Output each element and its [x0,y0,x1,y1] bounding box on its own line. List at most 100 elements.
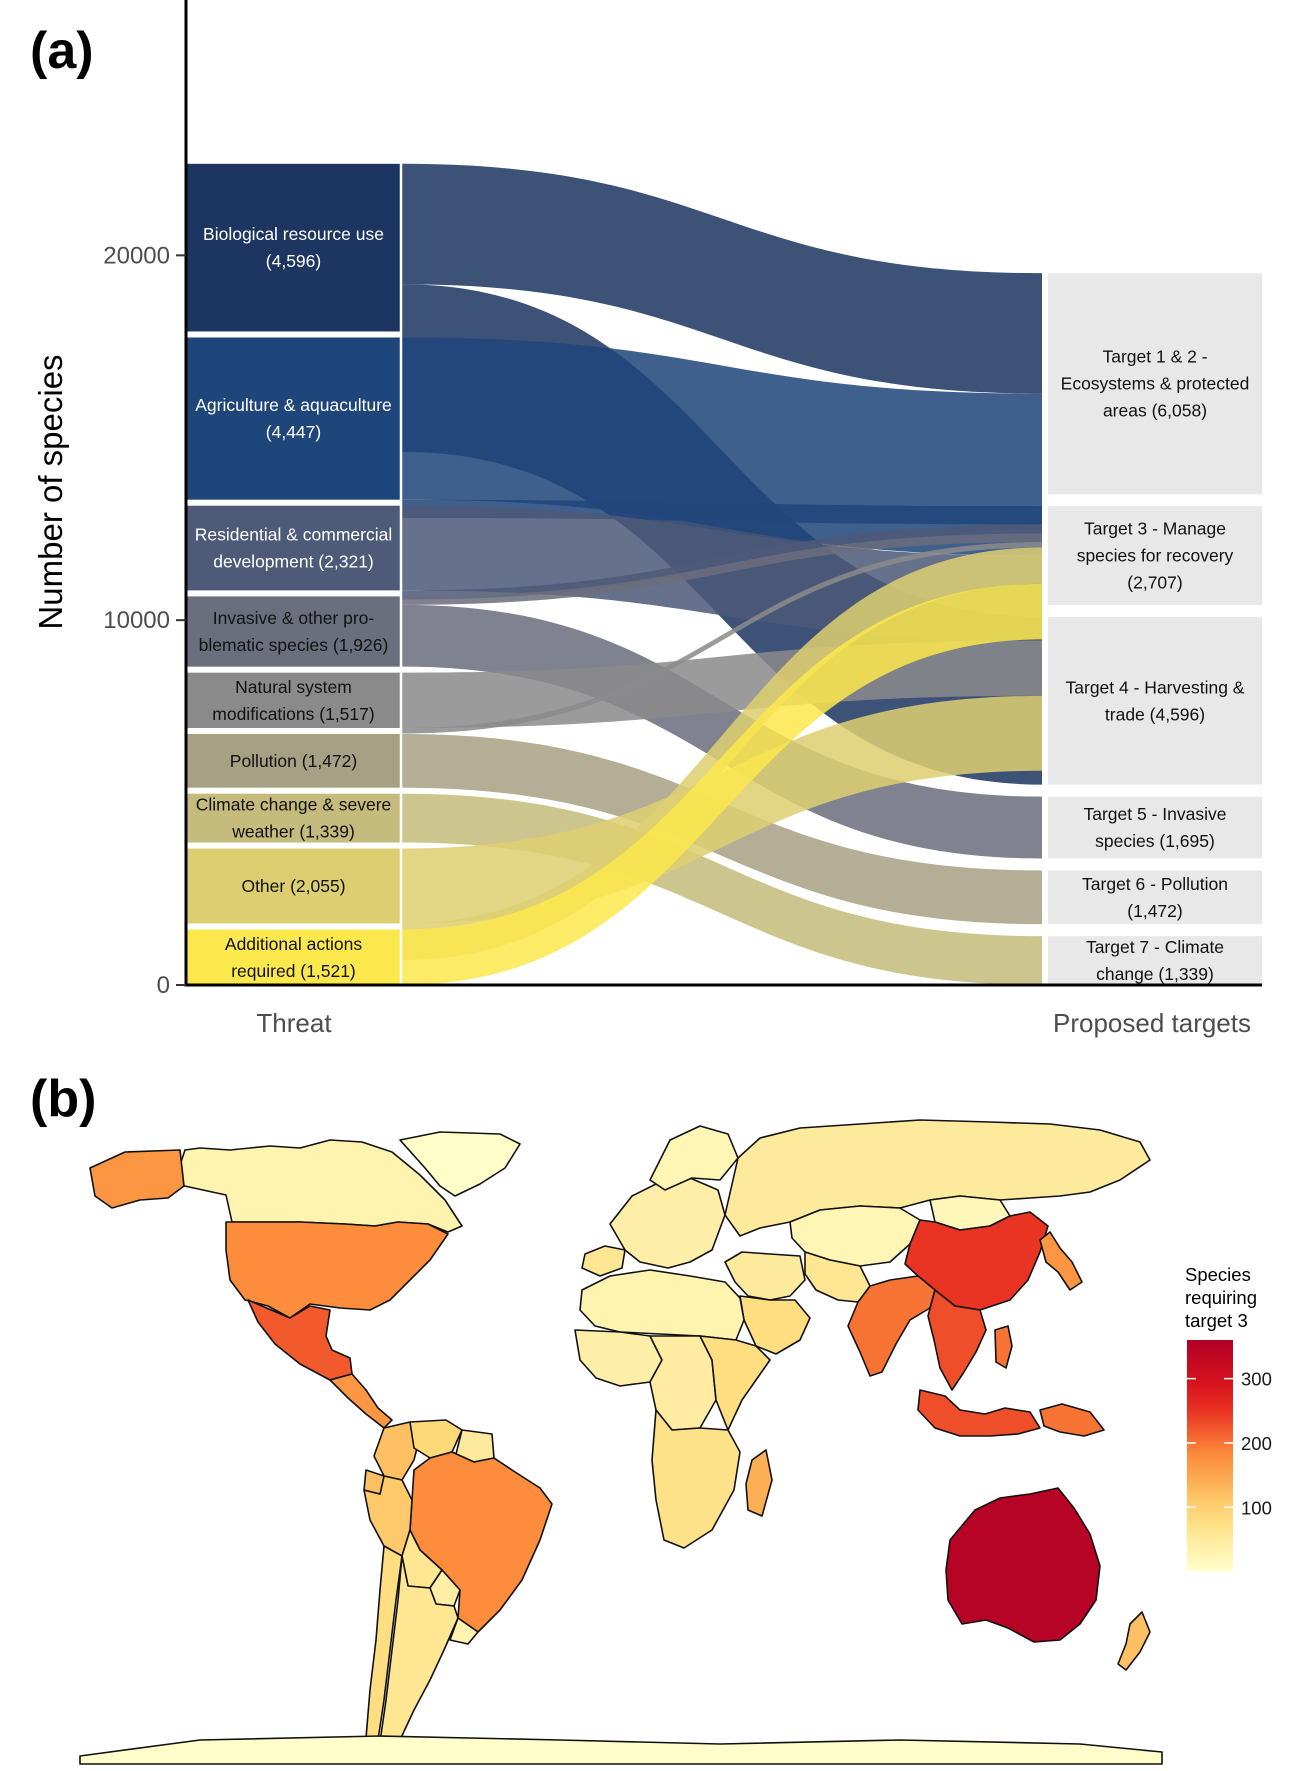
threat-label-biological-resource-use-1: Biological resource use [203,224,384,244]
threat-stratum-agriculture-aquaculture [187,337,400,500]
y-tick-label-0: 0 [157,972,170,999]
region-middle-east [724,1251,806,1301]
legend-tick-label-100: 100 [1241,1497,1272,1518]
region-mexico [247,1299,353,1381]
flow-additional-actions-to-target-1 [402,583,1042,985]
flow-layer [402,163,1042,985]
region-southern-africa [651,1409,741,1549]
threat-label-biological-resource-use-2: (4,596) [266,251,321,271]
threat-label-climate-change-severe-2: weather (1,339) [231,822,355,842]
region-new-guinea [1039,1403,1105,1437]
flow-invasive-other-pro-to-target-1 [402,533,1042,605]
target-label-1-2: Ecosystems & protected [1061,374,1250,394]
target-stratum-5 [1048,870,1262,925]
threat-label-pollution-1-472-1: Pollution (1,472) [230,751,357,771]
flow-biological-resource-use-to-target-0 [402,163,1042,394]
threat-label-agriculture-aquaculture-1: Agriculture & aquaculture [195,395,392,415]
y-axis: 0 10000 20000 [103,0,1262,999]
target-label-2-1: Target 3 - Manage [1084,519,1226,539]
region-east-africa [699,1335,771,1431]
threat-stratum-climate-change-severe [187,793,400,843]
y-axis-title: Number of species [32,354,69,629]
target-stratum-3 [1048,616,1262,785]
threat-label-residential-commercial-2: development (2,321) [213,552,374,572]
threat-stratum-invasive-other-pro [187,596,400,667]
threat-stratum-additional-actions [187,929,400,985]
target-label-6-2: change (1,339) [1096,964,1214,984]
region-north-africa [579,1269,745,1341]
threat-label-natural-system-1: Natural system [235,677,352,697]
target-label-6-1: Target 7 - Climate [1086,937,1224,957]
region-australia [945,1487,1101,1643]
target-label-3-2: trade (4,596) [1105,704,1205,724]
legend-tick-label-300: 300 [1241,1369,1272,1390]
alluvial-chart: Number of species Biological resource us… [32,0,1262,1038]
region-arabia [739,1295,811,1355]
region-europe [609,1177,726,1269]
region-argentina [379,1555,459,1743]
region-central-america [329,1373,393,1429]
region-india [847,1275,936,1377]
threat-label-additional-actions-1: Additional actions [225,934,362,954]
threat-label-climate-change-severe-1: Climate change & severe [196,795,392,815]
threat-label-additional-actions-2: required (1,521) [231,961,356,981]
target-label-2-3: (2,707) [1127,573,1182,593]
legend-tick-label-200: 200 [1241,1433,1272,1454]
threat-stratum-pollution-1-472 [187,733,400,788]
flow-residential-commercial-to-target-1 [402,524,1042,600]
color-legend: Species requiring target 3 100 200 300 [1185,1264,1272,1571]
region-ecuador [363,1469,385,1495]
threat-label-other-2-055-1: Other (2,055) [241,876,345,896]
region-west-africa [574,1329,663,1387]
region-kazakhstan-central-asia [789,1205,921,1267]
target-label-1-3: areas (6,058) [1103,401,1207,421]
strata-layer: Biological resource use (4,596) Agricultur… [187,0,1262,985]
region-pakistan-afghanistan [804,1251,871,1303]
region-new-zealand [1117,1611,1151,1671]
region-greenland [399,1131,521,1197]
target-stratum-4 [1048,796,1262,859]
region-iberia [581,1245,626,1277]
target-label-4-2: species (1,695) [1095,831,1215,851]
threat-stratum-biological-resource-use [187,163,400,332]
target-label-2-2: species for recovery [1077,546,1234,566]
region-indonesia [917,1389,1041,1437]
threat-stratum-other-2-055 [187,848,400,924]
target-stratum-1 [1048,273,1262,495]
flow-natural-system-to-target-1 [402,541,1042,734]
target-label-5-2: (1,472) [1127,901,1182,921]
legend-title-line-3: target 3 [1185,1310,1248,1331]
world-map: Species requiring target 3 100 200 300 [79,1119,1272,1765]
region-southeast-asia [927,1289,987,1391]
flow-other-2-055-to-target-1 [402,547,1042,960]
target-label-1-1: Target 1 & 2 - [1102,347,1207,367]
legend-color-bar [1187,1340,1233,1571]
threat-label-invasive-other-pro-1: Invasive & other pro- [213,608,375,628]
region-japan-korea [1039,1231,1083,1291]
threat-label-agriculture-aquaculture-2: (4,447) [266,422,321,442]
panel-a-label: (a) [30,22,94,80]
x-category-targets: Proposed targets [1053,1008,1251,1038]
threat-label-residential-commercial-1: Residential & commercial [195,525,392,545]
target-label-3-1: Target 4 - Harvesting & [1066,677,1245,697]
target-stratum-2 [1048,506,1262,605]
map-regions [79,1119,1163,1765]
flow-invasive-other-pro-to-target-3 [402,604,1042,859]
region-uruguay [449,1617,479,1645]
threat-label-invasive-other-pro-2: blematic species (1,926) [199,635,389,655]
threat-stratum-natural-system [187,672,400,728]
y-tick-label-10000: 10000 [103,607,170,634]
x-category-threat: Threat [256,1008,332,1038]
region-alaska [89,1149,185,1209]
region-philippines [994,1325,1013,1369]
threat-label-natural-system-2: modifications (1,517) [212,704,374,724]
y-tick-label-20000: 20000 [103,242,170,269]
region-antarctica [79,1735,1163,1765]
region-united-states [225,1221,449,1319]
panel-b-label: (b) [30,1070,96,1128]
target-label-4-1: Target 5 - Invasive [1084,804,1227,824]
legend-title-line-2: requiring [1185,1287,1257,1308]
threat-stratum-residential-commercial [187,505,400,591]
target-label-5-1: Target 6 - Pollution [1082,874,1228,894]
